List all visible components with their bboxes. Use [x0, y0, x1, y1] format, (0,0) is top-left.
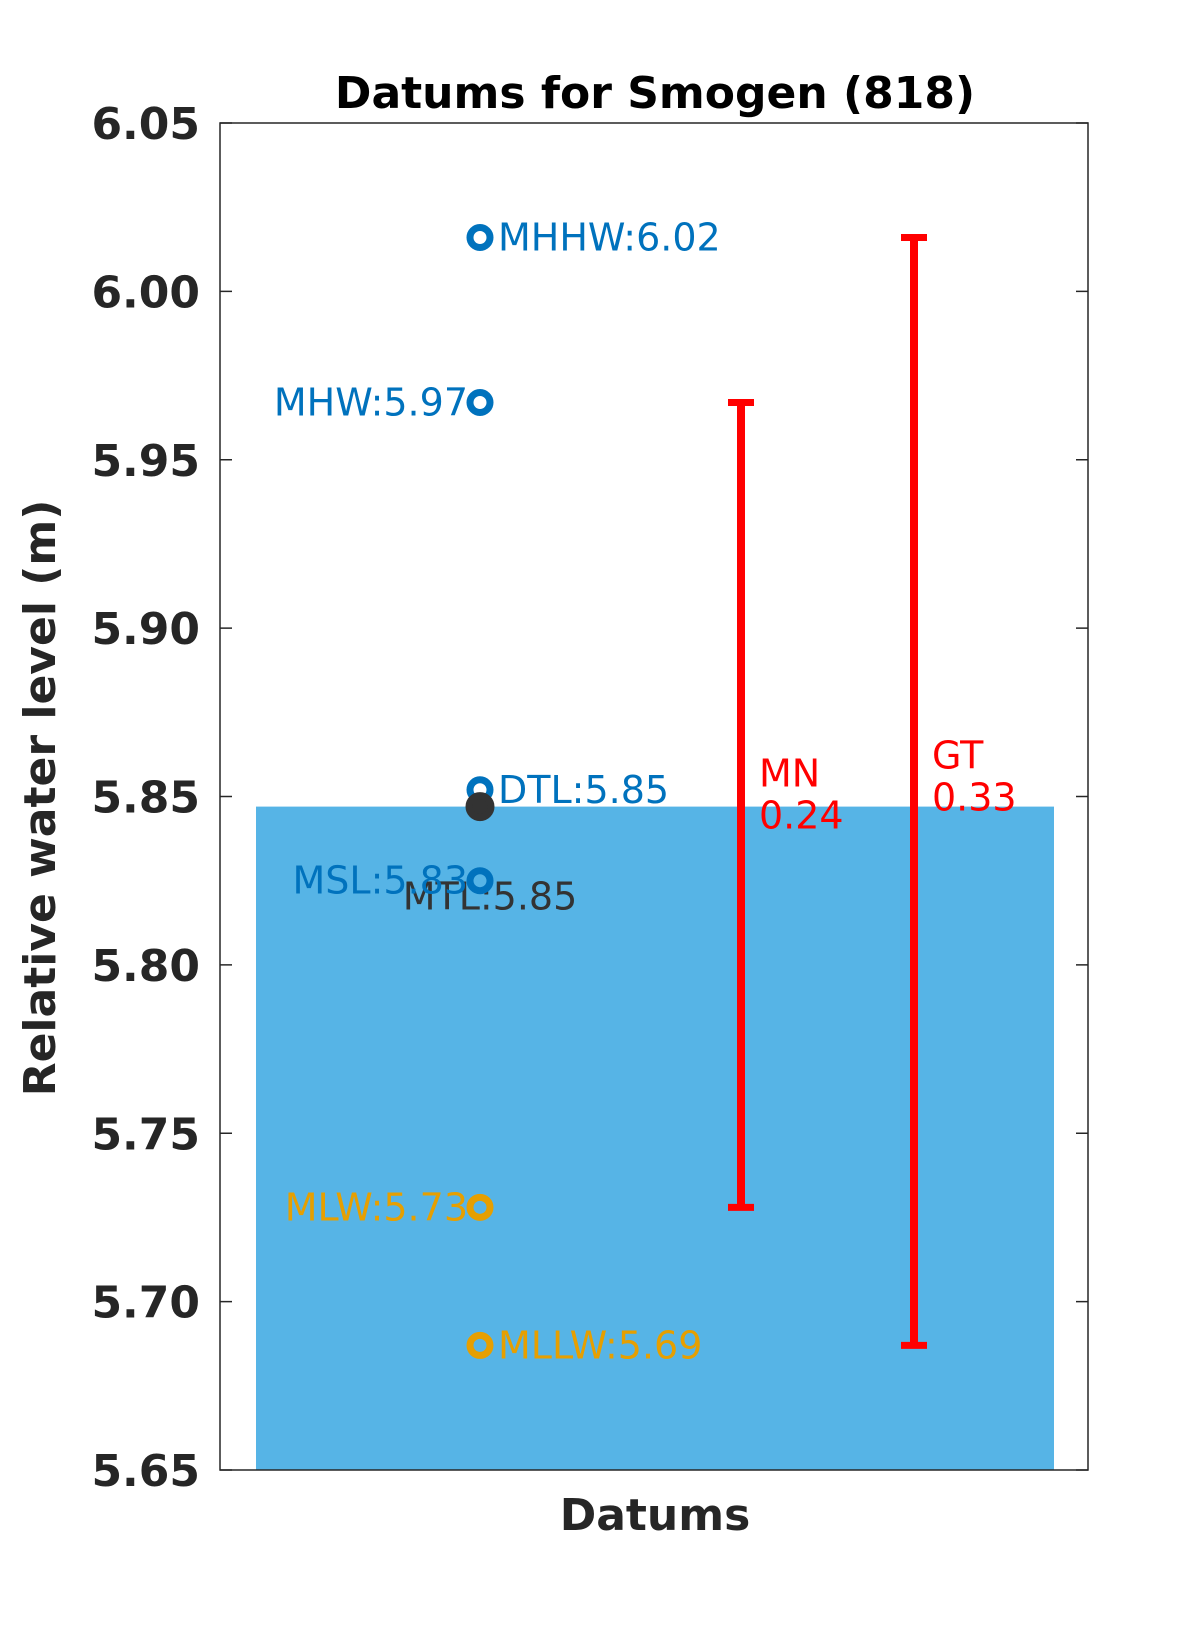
plot-area: 5.655.705.755.805.855.905.956.006.05MN0.… — [91, 99, 1089, 1497]
y-tick-label: 5.70 — [91, 1278, 200, 1329]
datum-bar — [256, 806, 1054, 1470]
y-tick-label: 5.65 — [91, 1446, 200, 1497]
range-value-gt: 0.33 — [932, 776, 1017, 820]
datum-marker-mtl — [465, 792, 495, 822]
datum-label-mhw: MHW:5.97 — [274, 381, 468, 425]
y-tick-label: 6.00 — [91, 267, 200, 318]
y-tick-label: 5.90 — [91, 604, 200, 655]
datum-marker-mlw — [466, 1193, 494, 1221]
y-axis-label: Relative water level (m) — [15, 500, 66, 1097]
datum-marker-mhw — [466, 389, 494, 417]
chart-title: Datums for Smogen (818) — [335, 68, 975, 119]
datum-label-mhhw: MHHW:6.02 — [498, 215, 721, 259]
y-tick-label: 6.05 — [91, 99, 200, 150]
datum-marker-msl — [466, 867, 494, 895]
y-tick-label: 5.85 — [91, 773, 200, 824]
range-value-mn: 0.24 — [759, 794, 844, 838]
datum-label-dtl: DTL:5.85 — [498, 768, 669, 812]
y-tick-label: 5.80 — [91, 941, 200, 992]
datum-label-mlw: MLW:5.73 — [285, 1185, 468, 1229]
range-label-gt: GT — [932, 734, 984, 778]
range-label-mn: MN — [759, 752, 820, 796]
datum-marker-mllw — [466, 1331, 494, 1359]
datum-label-msl: MSL:5.83 — [293, 859, 469, 903]
y-tick-label: 5.95 — [91, 436, 200, 487]
datum-label-mllw: MLLW:5.69 — [498, 1323, 702, 1367]
y-tick-label: 5.75 — [91, 1109, 200, 1160]
datum-marker-mhhw — [466, 223, 494, 251]
x-axis-label: Datums — [560, 1490, 751, 1541]
